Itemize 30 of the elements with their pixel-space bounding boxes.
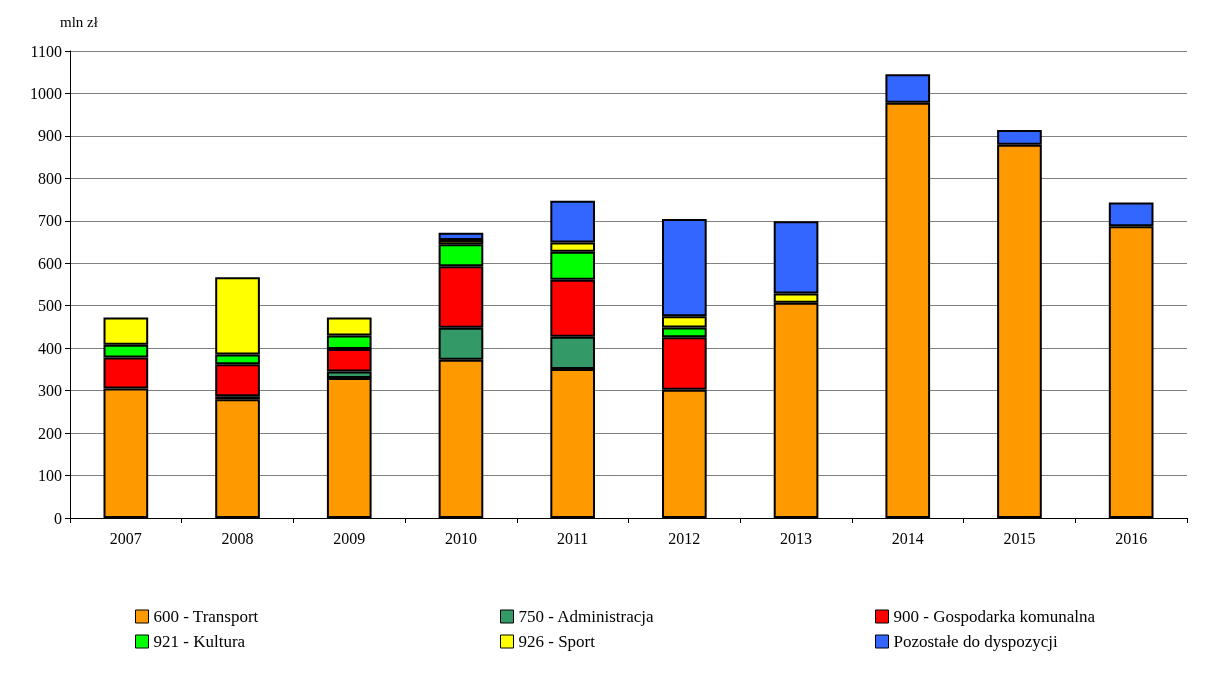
legend-label: 900 - Gospodarka komunalna [893,607,1096,626]
y-tick-label: 700 [38,212,62,230]
legend-label: Pozostałe do dyspozycji [893,632,1059,651]
y-tick-label: 200 [38,424,62,442]
y-tick-label: 1000 [30,84,62,102]
x-tick-label: 2010 [444,529,477,547]
legend-label: 926 - Sport [518,632,596,651]
x-tick-label: 2007 [109,529,142,547]
x-tick-label: 2015 [1003,529,1036,547]
x-tick-label: 2016 [1115,529,1148,547]
y-axis-title: mln zł [60,13,99,30]
x-tick-label: 2013 [780,529,813,547]
x-tick-label: 2009 [333,529,366,547]
x-tick-label: 2008 [221,529,254,547]
y-tick-label: 900 [38,127,62,145]
legend-label: 921 - Kultura [153,632,246,651]
x-tick-label: 2012 [668,529,701,547]
legend-label: 750 - Administracja [518,607,654,626]
y-tick-label: 300 [38,382,62,400]
y-tick-label: 1100 [30,42,62,60]
y-tick-label: 600 [38,254,62,272]
y-tick-label: 800 [38,169,62,187]
y-tick-label: 100 [38,467,62,485]
y-tick-label: 500 [38,297,62,315]
bar [438,232,484,240]
x-tick-label: 2014 [891,529,924,547]
y-tick-label: 0 [54,509,62,527]
legend-label: 600 - Transport [153,607,259,626]
x-tick-label: 2011 [556,529,589,547]
y-tick-label: 400 [38,339,62,357]
